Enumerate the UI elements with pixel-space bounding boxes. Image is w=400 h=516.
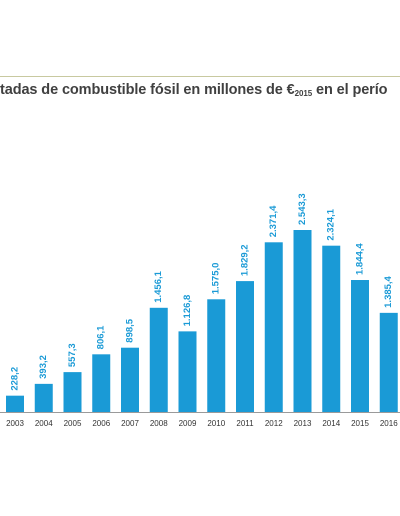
x-tick-label-11: 2014: [322, 419, 340, 428]
data-label-2014: 2.324,1: [326, 208, 337, 240]
x-tick-label-8: 2011: [236, 419, 254, 428]
data-label-2005: 557,3: [67, 343, 78, 367]
bar-2003: [6, 395, 24, 412]
data-label-2008: 1.456,1: [153, 270, 164, 302]
bar-2006: [92, 354, 111, 412]
x-tick-label-5: 2008: [150, 419, 168, 428]
data-label-2013: 2.543,3: [297, 193, 308, 225]
x-tick-label-4: 2007: [121, 419, 139, 428]
title-prefix: tadas de combustible fósil en millones d…: [0, 82, 295, 98]
header-rule: [0, 76, 400, 77]
bar-2010: [207, 299, 226, 412]
bar-2012: [264, 242, 283, 412]
x-tick-label-0: 2003: [6, 419, 24, 428]
data-label-2003: 228,2: [10, 367, 21, 391]
x-tick-label-3: 2006: [92, 419, 110, 428]
bar-2004: [34, 383, 53, 412]
bar-2005: [63, 372, 82, 412]
data-label-2007: 898,5: [125, 318, 136, 342]
x-tick-label-13: 2016: [380, 419, 398, 428]
data-label-2015: 1.844,4: [355, 243, 366, 275]
data-label-2004: 393,2: [38, 355, 49, 379]
chart-title: tadas de combustible fósil en millones d…: [0, 82, 400, 104]
bar-2016: [379, 312, 398, 412]
data-label-2016: 1.385,4: [383, 275, 394, 307]
bar-2009: [178, 331, 197, 412]
x-tick-label-7: 2010: [207, 419, 225, 428]
bar-2007: [121, 347, 139, 412]
data-label-2012: 2.371,4: [268, 205, 279, 237]
data-label-2010: 1.575,0: [211, 263, 222, 295]
data-label-2011: 1.829,2: [240, 244, 251, 276]
x-tick-label-9: 2012: [265, 419, 283, 428]
bar-2008: [149, 307, 168, 412]
bar-2013: [293, 230, 312, 412]
bar-2011: [236, 281, 254, 412]
x-tick-label-2: 2005: [64, 419, 82, 428]
title-suffix: en el perío: [312, 82, 388, 98]
x-tick-label-10: 2013: [294, 419, 312, 428]
x-tick-label-6: 2009: [179, 419, 197, 428]
bar-2015: [351, 280, 369, 412]
title-subscript: 2015: [294, 89, 313, 98]
x-tick-label-1: 2004: [35, 419, 53, 428]
data-label-2009: 1.126,8: [182, 295, 193, 327]
bar-2014: [322, 245, 341, 412]
x-tick-label-12: 2015: [351, 419, 369, 428]
data-label-2006: 806,1: [96, 325, 107, 349]
